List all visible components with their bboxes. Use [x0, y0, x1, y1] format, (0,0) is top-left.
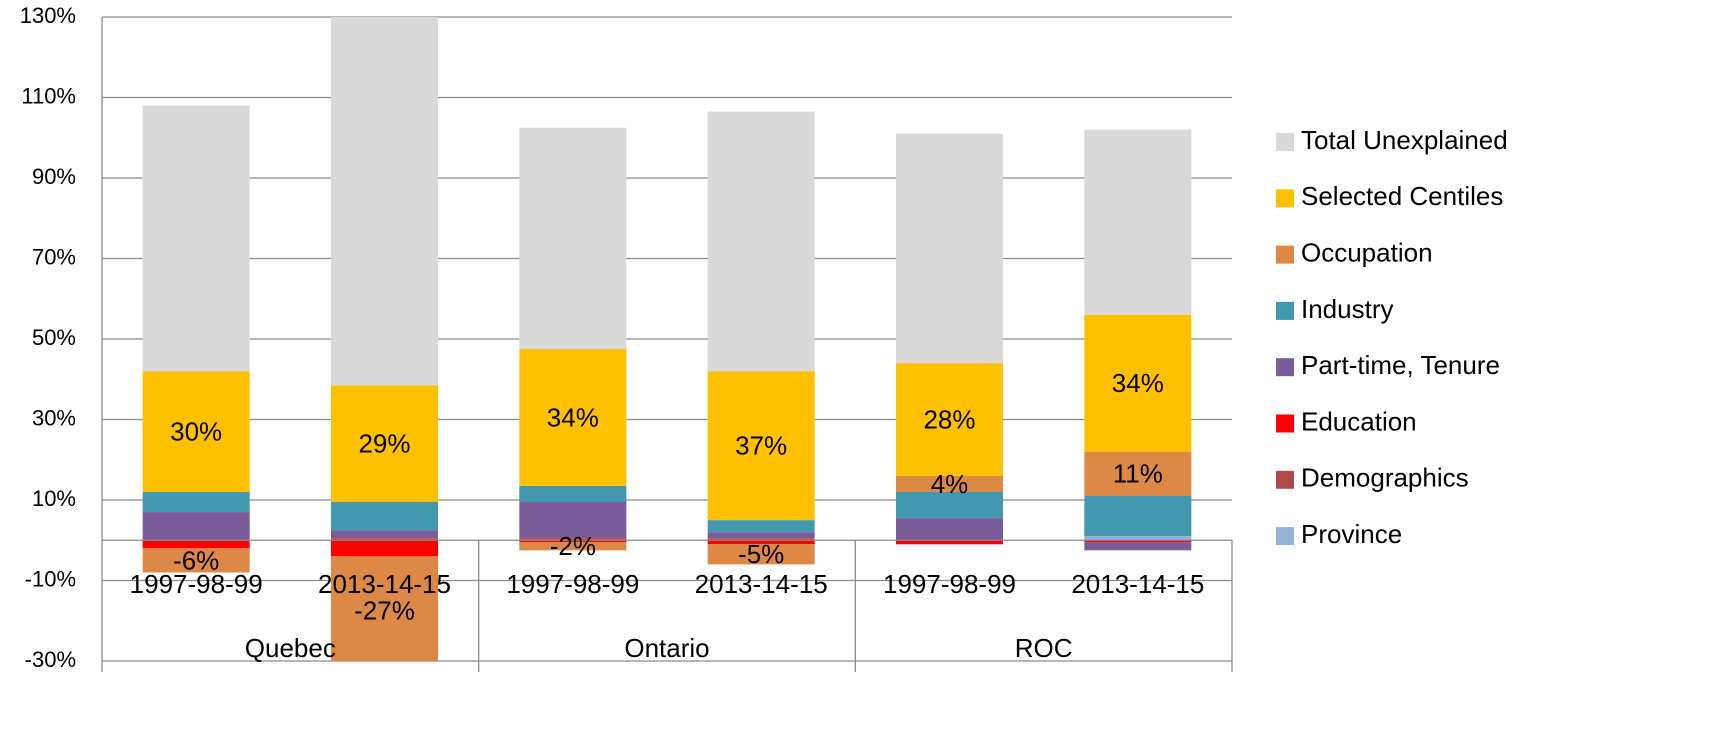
- bar-segment: [519, 538, 627, 541]
- grid: [102, 16, 1232, 662]
- y-tick-label: 90%: [32, 164, 76, 189]
- bar-segment: [519, 485, 627, 503]
- data-label: -5%: [738, 539, 784, 569]
- bar-segment: [1084, 542, 1192, 551]
- legend-swatch: [1276, 301, 1294, 320]
- x-tick-label: 2013-14-15: [1071, 569, 1204, 599]
- bar-segment: [707, 111, 815, 372]
- bar-segment: [1084, 314, 1192, 452]
- legend-label: Province: [1301, 519, 1402, 549]
- x-tick-label: 1997-98-99: [883, 569, 1016, 599]
- x-tick-label: 2013-14-15: [318, 569, 451, 599]
- y-tick-label: -10%: [25, 566, 76, 591]
- data-label: -6%: [173, 545, 219, 575]
- bar-segment: [896, 491, 1003, 519]
- data-label: 34%: [547, 402, 599, 432]
- bars: [142, 17, 1192, 661]
- data-label: 28%: [923, 404, 975, 434]
- legend-label: Demographics: [1301, 463, 1469, 493]
- legend-swatch: [1276, 133, 1294, 151]
- legend-label: Occupation: [1301, 237, 1433, 267]
- bar-segment: [1084, 129, 1192, 315]
- y-tick-label: 50%: [32, 325, 76, 350]
- bar-segment: [142, 548, 250, 573]
- legend-label: Part-time, Tenure: [1301, 350, 1500, 380]
- bar-segment: [519, 542, 627, 551]
- bar-segment: [707, 538, 815, 541]
- bar-segment: [142, 540, 250, 549]
- bar-segment: [331, 385, 438, 503]
- data-label: 37%: [735, 431, 787, 461]
- bar-segment: [896, 133, 1003, 364]
- bar-segment: [896, 475, 1003, 492]
- group-label: Ontario: [624, 633, 709, 663]
- legend-swatch: [1276, 358, 1294, 377]
- legend-label: Industry: [1301, 294, 1394, 324]
- bar-segment: [331, 556, 438, 661]
- y-tick-label: 130%: [20, 3, 76, 28]
- bar-segment: [896, 518, 1003, 541]
- bar-segment: [519, 540, 627, 543]
- bar-segment: [707, 371, 815, 521]
- bar-segment: [1084, 536, 1192, 541]
- legend-label: Total Unexplained: [1301, 125, 1508, 155]
- data-label: 30%: [170, 416, 222, 446]
- legend-label: Education: [1301, 406, 1417, 436]
- data-label: 4%: [931, 469, 969, 499]
- bar-segment: [1084, 451, 1192, 496]
- y-tick-label: 10%: [32, 486, 76, 511]
- axes: -30% -10% 10% 30% 50% 70% 90% 110% 130%: [20, 3, 1233, 672]
- bar-segment: [142, 512, 250, 541]
- legend-swatch: [1276, 527, 1294, 546]
- y-tick-label: 70%: [32, 244, 76, 269]
- y-tick-label: -30%: [25, 647, 76, 672]
- group-label: ROC: [1015, 633, 1073, 663]
- bar-segment: [519, 502, 627, 539]
- legend-swatch: [1276, 470, 1294, 489]
- data-label: -27%: [354, 596, 415, 626]
- bar-segment: [707, 540, 815, 545]
- x-tick-label: 2013-14-15: [695, 569, 828, 599]
- bar-segment: [331, 538, 438, 541]
- bar-segment: [331, 530, 438, 539]
- bar-segment: [707, 520, 815, 533]
- y-tick-label: 110%: [21, 83, 76, 108]
- bar-segment: [707, 532, 815, 539]
- bar-segment: [519, 349, 627, 486]
- bar-segment: [142, 491, 250, 513]
- data-label: 34%: [1112, 368, 1164, 398]
- bar-segment: [519, 127, 627, 350]
- bar-segment: [896, 540, 1003, 545]
- y-tick-label: 30%: [32, 405, 76, 430]
- legend-swatch: [1276, 245, 1294, 264]
- legend-label: Selected Centiles: [1301, 181, 1503, 211]
- bar-segment: [896, 363, 1003, 476]
- bar-segment: [1084, 495, 1192, 537]
- legend-swatch: [1276, 189, 1294, 208]
- bar-segment: [331, 540, 438, 557]
- x-tick-label: 1997-98-99: [130, 569, 263, 599]
- legend-swatch: [1276, 414, 1294, 433]
- bar-segment: [142, 105, 250, 372]
- data-label: -2%: [550, 531, 596, 561]
- bar-segment: [331, 502, 438, 531]
- bar-segment: [331, 17, 438, 386]
- data-label: 11%: [1113, 459, 1163, 489]
- x-tick-label: 1997-98-99: [506, 569, 639, 599]
- bar-segment: [1084, 540, 1192, 543]
- bar-segment: [142, 371, 250, 492]
- data-label: 29%: [358, 429, 410, 459]
- group-label: Quebec: [245, 633, 336, 663]
- labels: -6% 30% 1997-98-99 -27% 29% 2013-14-15 -2% 34% 1…: [130, 125, 1508, 663]
- bar-segment: [707, 544, 815, 565]
